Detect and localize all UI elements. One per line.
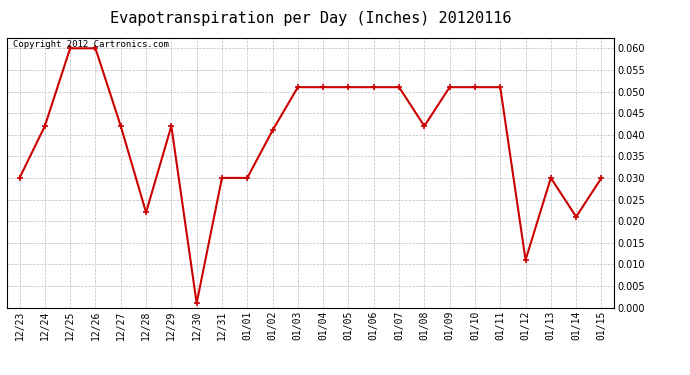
- Text: Evapotranspiration per Day (Inches) 20120116: Evapotranspiration per Day (Inches) 2012…: [110, 11, 511, 26]
- Text: Copyright 2012 Cartronics.com: Copyright 2012 Cartronics.com: [13, 40, 169, 49]
